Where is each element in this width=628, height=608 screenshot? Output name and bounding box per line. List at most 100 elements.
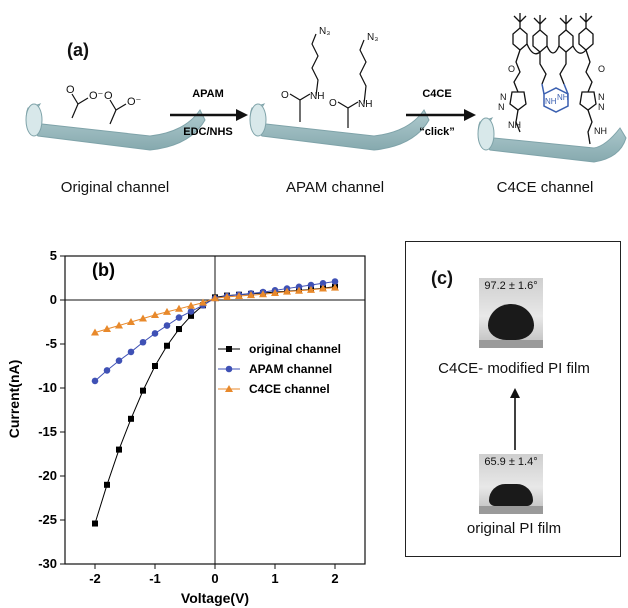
data-point [307,285,315,293]
arrow-2-top-label: C4CE [422,88,451,100]
data-point [115,357,123,365]
x-tick-label: -2 [89,571,101,586]
arrow-2-bottom-label: “click” [419,126,454,138]
original-channel-shape [25,103,206,151]
data-point [176,326,182,333]
data-point [128,415,134,422]
droplet-image-original: 65.9 ± 1.4° [479,454,543,514]
data-point [211,294,219,302]
data-point [175,304,183,312]
series-2 [91,283,339,336]
azide-1: N₃ [319,26,330,37]
amide-nh-2: NH [358,99,372,110]
arrow-2: C4CE “click” [406,88,476,138]
legend-marker [225,365,233,373]
calixarene-structure [509,13,597,145]
panel-c-label: (c) [431,268,453,288]
c4ce-channel-shape [477,117,627,163]
data-point [331,283,339,291]
y-tick-label: -20 [38,468,57,483]
data-point [259,290,267,298]
contact-angle-original: 65.9 ± 1.4° [484,456,538,468]
piperazine-nh-1: NH [545,97,557,106]
carboxylate-groups: O O⁻ O O⁻ [66,84,142,125]
data-point [163,307,171,315]
triazole-n-1: N [500,92,507,102]
c4ce-o-2: O [598,64,605,74]
data-point [247,291,255,299]
data-point [319,284,327,292]
water-droplet-modified [488,304,534,340]
carboxyl-o-1: O [66,84,75,96]
y-tick-label: -15 [38,424,57,439]
data-point [140,387,146,394]
droplet-image-modified: 97.2 ± 1.6° [479,278,543,348]
azide-2: N₃ [367,32,378,43]
triazole-n-2: N [498,102,505,112]
caption-original-film: original PI film [466,520,562,537]
data-point [103,325,111,333]
data-point [127,348,135,356]
data-point [139,314,147,322]
caption-c4ce-channel: C4CE channel [496,179,594,196]
apam-channel-shape [249,103,430,151]
amide-nh-1: NH [310,91,324,102]
y-tick-label: -25 [38,512,57,527]
data-point [152,363,158,369]
data-point [103,367,111,374]
x-tick-label: -1 [149,571,161,586]
data-point [163,322,171,329]
c4ce-o-1: O [508,64,515,74]
amide-o-1: O [281,90,289,101]
panel-a-scheme: O O⁻ O O⁻ APAM EDC/NHS NH O N₃ NH O N₃ [25,13,627,163]
data-point [283,287,291,295]
data-point [307,281,315,289]
data-point [235,292,243,300]
data-point [91,377,99,385]
arrow-1: APAM EDC/NHS [170,88,248,138]
arrow-1-bottom-label: EDC/NHS [183,126,233,138]
triazole-n-4: N [598,102,605,112]
data-point [199,298,207,306]
data-point [331,278,339,285]
piperazine-nh-2: NH [557,93,569,102]
up-arrow [510,388,520,450]
x-tick-label: 2 [331,571,338,586]
contact-angle-modified: 97.2 ± 1.6° [484,280,538,292]
triazole-n-3: N [598,92,605,102]
data-point [319,279,327,287]
legend-label: APAM channel [249,362,332,376]
y-tick-label: -5 [45,336,57,351]
y-tick-label: 5 [50,248,57,263]
c4ce-amide-nh-1: NH [508,120,521,130]
panel-c-box: (c) 97.2 ± 1.6° C4CE- modified PI film 6… [405,241,621,557]
data-point [127,318,135,325]
caption-modified-film: C4CE- modified PI film [438,360,590,377]
data-point [223,292,231,300]
data-point [187,301,195,309]
data-point [271,288,279,296]
y-tick-label: 0 [50,292,57,307]
legend-marker [226,346,232,352]
arrow-1-top-label: APAM [192,88,224,100]
caption-apam-channel: APAM channel [285,179,385,196]
x-tick-label: 0 [211,571,218,586]
data-point [92,520,98,527]
y-tick-label: -10 [38,380,57,395]
data-point [175,314,183,321]
carboxyl-o-2: O [104,90,113,102]
data-point [151,330,159,337]
panel-a-label: (a) [67,40,89,60]
carboxyl-ominus-2: O⁻ [127,96,142,108]
apam-groups [289,33,367,128]
data-point [91,328,99,336]
data-point [187,308,195,315]
y-axis-label: Current(nA) [6,360,22,439]
legend-label: original channel [249,342,341,356]
data-point [164,342,170,349]
x-tick-label: 1 [271,571,278,586]
caption-original-channel: Original channel [60,179,170,196]
data-point [295,286,303,294]
y-tick-label: -30 [38,556,57,571]
data-point [151,310,159,318]
